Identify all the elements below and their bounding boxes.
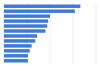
bar [4,59,28,62]
bar [4,49,30,52]
plot [4,3,96,64]
bar [4,44,32,47]
bars [4,4,80,62]
chart-svg [0,0,100,71]
bar [4,19,48,22]
grid-line [96,3,97,64]
bar [4,24,47,27]
bar [4,39,35,42]
bar [4,29,45,32]
grid [4,3,96,64]
bar [4,34,37,37]
bar [4,54,28,57]
bar [4,4,80,7]
chart-container [0,0,100,71]
bar [4,14,50,17]
bar [4,9,75,12]
